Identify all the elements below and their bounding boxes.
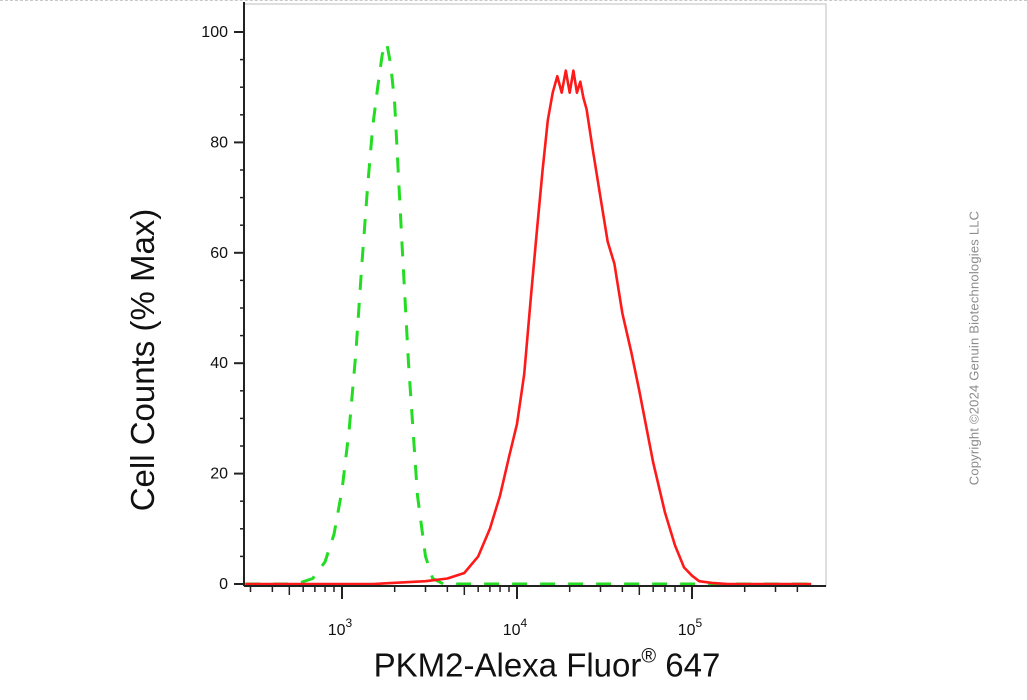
x-tick-label-base: 10 xyxy=(503,622,521,639)
y-tick-label: 40 xyxy=(210,355,228,372)
x-axis-label-registered: ® xyxy=(641,645,657,668)
plot-frame xyxy=(243,3,827,587)
x-axis-label-tail: 647 xyxy=(656,646,721,684)
series-line-2 xyxy=(245,69,812,586)
series-line-1 xyxy=(245,41,812,586)
x-tick-label-base: 10 xyxy=(328,622,346,639)
x-axis-label-main: PKM2-Alexa Fluor xyxy=(373,646,642,684)
y-tick-label: 0 xyxy=(219,576,228,593)
copyright-watermark: Copyright ©2024 Genuin Biotechnologies L… xyxy=(966,210,982,486)
series-layer xyxy=(245,41,812,586)
y-tick-label: 60 xyxy=(210,245,228,262)
x-tick-label-exponent: 3 xyxy=(346,616,353,630)
y-axis-label: Cell Counts (% Max) xyxy=(124,208,161,512)
x-tick-label: 103 xyxy=(328,616,353,639)
x-axis-label: PKM2-Alexa Fluor® 647 xyxy=(374,646,721,685)
x-tick-label: 104 xyxy=(503,616,528,639)
x-tick-label: 105 xyxy=(678,616,703,639)
y-tick-label: 20 xyxy=(210,466,228,483)
x-tick-label-base: 10 xyxy=(678,622,696,639)
top-dashed-border xyxy=(0,0,1027,1)
y-tick-label: 80 xyxy=(210,134,228,151)
y-tick-label: 100 xyxy=(201,24,228,41)
x-tick-label-exponent: 4 xyxy=(521,616,528,630)
x-tick-label-exponent: 5 xyxy=(696,616,703,630)
